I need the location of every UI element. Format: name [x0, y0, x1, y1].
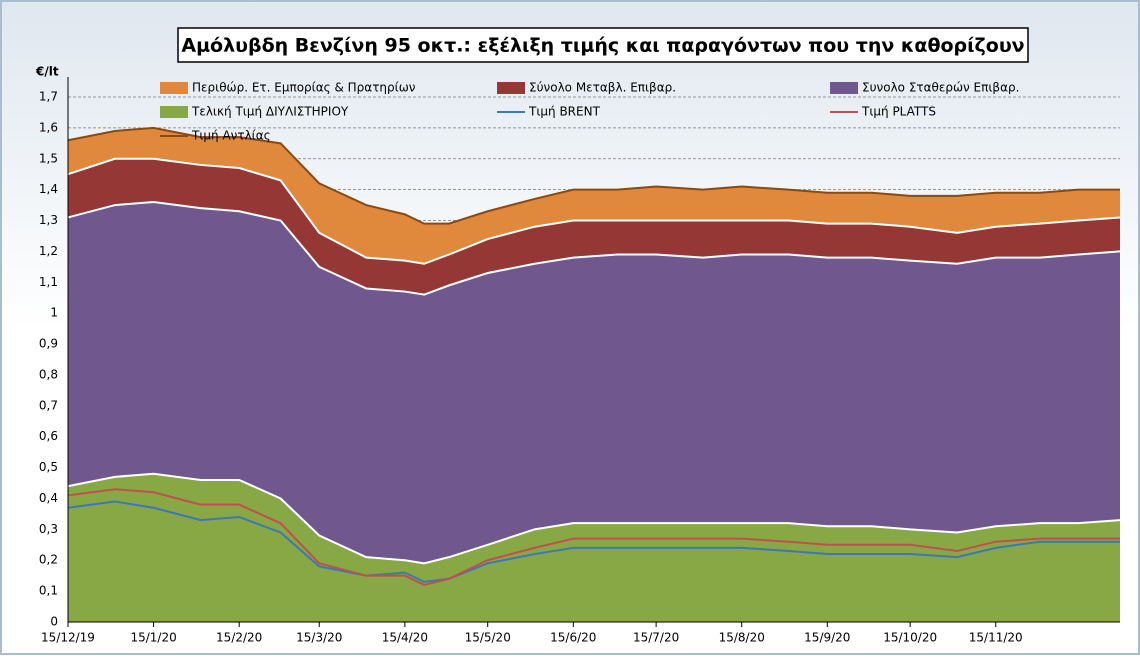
- y-tick-label: 0,3: [39, 522, 58, 536]
- area: [68, 202, 1120, 564]
- x-tick-label: 15/8/20: [719, 631, 765, 645]
- y-tick-label: 1: [50, 306, 58, 320]
- y-tick-label: 0,4: [39, 491, 58, 505]
- y-tick-label: 0,7: [39, 398, 58, 412]
- y-tick-label: 0,6: [39, 429, 58, 443]
- legend-swatch: [497, 82, 525, 94]
- x-tick-label: 15/10/20: [883, 631, 937, 645]
- area: [68, 158, 1120, 295]
- legend-swatch: [830, 82, 858, 94]
- y-tick-label: 0,9: [39, 337, 58, 351]
- x-tick-label: 15/5/20: [465, 631, 511, 645]
- y-tick-label: 0,2: [39, 553, 58, 567]
- y-tick-label: 1,5: [39, 151, 58, 165]
- x-tick-label: 15/7/20: [633, 631, 679, 645]
- line: [67, 488, 1120, 586]
- x-tick-label: 15/2/20: [216, 631, 262, 645]
- legend-label: Περιθώρ. Ετ. Εμπορίας & Πρατηρίων: [192, 81, 416, 95]
- legend-label: Σύνολο Μεταβλ. Επιβαρ.: [529, 81, 676, 95]
- y-tick-label: 0,5: [39, 460, 58, 474]
- legend-label: Τιμή BRENT: [528, 105, 601, 119]
- y-tick-label: 1,6: [39, 120, 58, 134]
- y-tick-label: 0,1: [39, 584, 58, 598]
- legend-swatch: [160, 106, 188, 118]
- x-tick-label: 15/9/20: [804, 631, 850, 645]
- line: [67, 500, 1120, 583]
- area-edge: [67, 157, 1121, 265]
- y-tick-label: 1,7: [39, 90, 58, 104]
- y-tick-label: 1,4: [39, 182, 58, 196]
- legend-swatch: [160, 82, 188, 94]
- x-tick-label: 15/1/20: [130, 631, 176, 645]
- area: [68, 127, 1120, 264]
- y-tick-label: 0: [50, 615, 58, 629]
- title-box: [177, 27, 1029, 63]
- x-tick-label: 15/11/20: [969, 631, 1023, 645]
- area-edge: [67, 472, 1121, 565]
- x-tick-label: 15/4/20: [382, 631, 428, 645]
- x-tick-label: 15/6/20: [550, 631, 596, 645]
- legend-label: Συνολο Σταθερών Επιβαρ.: [862, 81, 1019, 95]
- line: [67, 126, 1120, 225]
- chart-title: Αμόλυβδη Βενζίνη 95 οκτ.: εξέλιξη τιμής …: [181, 35, 1024, 57]
- area-edge: [67, 200, 1121, 296]
- x-tick-label: 15/3/20: [296, 631, 342, 645]
- x-tick-label: 15/12/19: [41, 631, 95, 645]
- y-axis-label: €/lt: [35, 65, 59, 79]
- y-tick-label: 1,3: [39, 213, 58, 227]
- legend-label: Τελική Τιμή ΔΙΥΛΙΣΤΗΡΙΟΥ: [191, 105, 349, 119]
- legend-label: Τιμή Αντλίας: [191, 129, 271, 143]
- y-tick-label: 1,1: [39, 275, 58, 289]
- legend-label: Τιμή PLATTS: [861, 105, 936, 119]
- y-tick-label: 0,8: [39, 367, 58, 381]
- y-tick-label: 1,2: [39, 244, 58, 258]
